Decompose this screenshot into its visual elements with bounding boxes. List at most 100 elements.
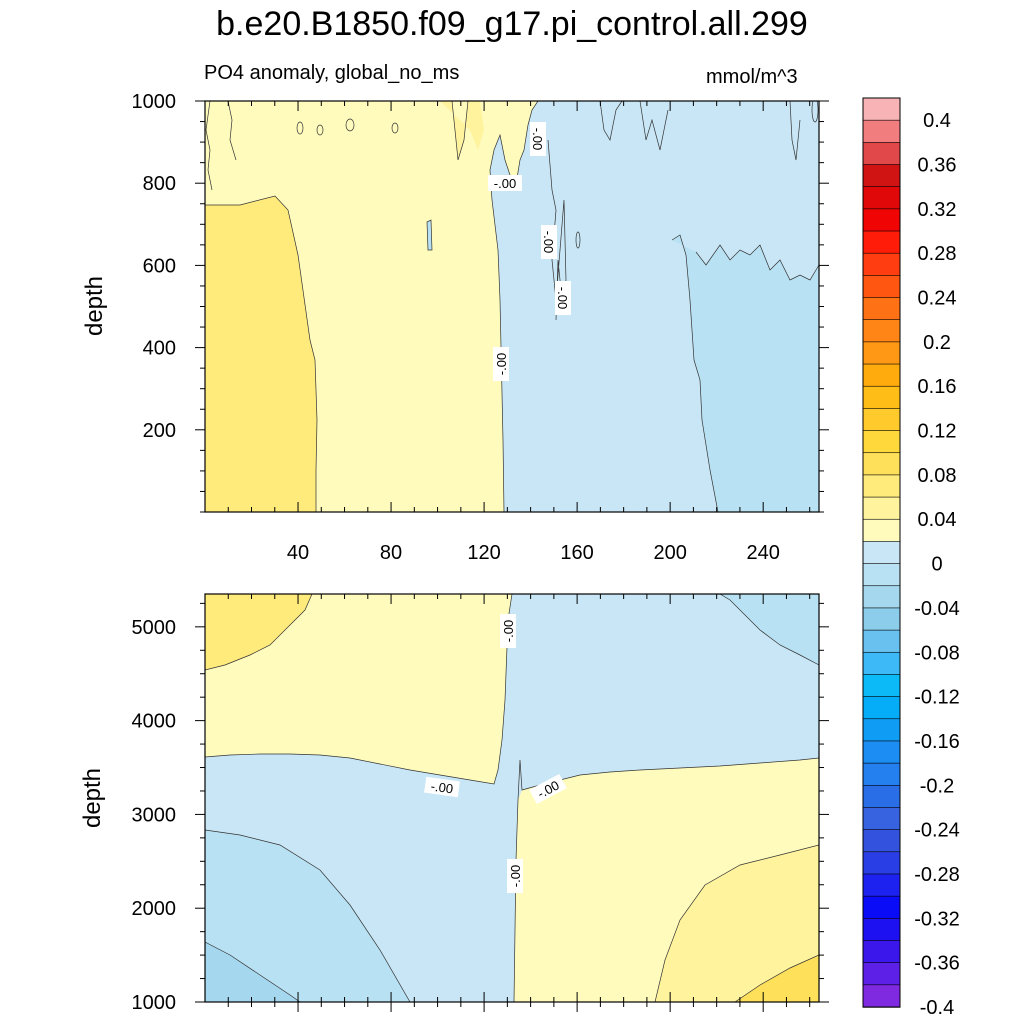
colorbar-label: 0.2 xyxy=(923,332,951,354)
colorbar-label: 0 xyxy=(931,554,942,576)
contour-line xyxy=(205,594,313,671)
colorbar-swatch xyxy=(862,230,901,254)
contour-line xyxy=(345,118,355,132)
colorbar-swatch xyxy=(862,208,901,232)
colorbar-label: -0.04 xyxy=(914,598,960,620)
contour-line xyxy=(205,195,318,512)
colorbar-swatch xyxy=(862,740,901,764)
contour-line xyxy=(426,219,433,251)
contour-label: -.00 xyxy=(493,347,509,381)
colorbar-swatch xyxy=(862,563,901,587)
colorbar-label: 0.36 xyxy=(918,155,957,177)
colorbar-label: -0.24 xyxy=(914,820,960,842)
colorbar-swatch xyxy=(862,297,901,321)
x-tick-label: 240 xyxy=(746,542,779,564)
svg-text:-.00: -.00 xyxy=(530,128,545,150)
colorbar-swatch xyxy=(862,474,901,498)
contour-line xyxy=(734,954,819,1002)
bottom-region-fill xyxy=(655,845,819,1002)
contour-line xyxy=(296,121,304,135)
colorbar-label: 0.4 xyxy=(923,110,951,132)
colorbar-swatch xyxy=(862,363,901,387)
colorbar-swatch xyxy=(862,940,901,964)
svg-text:-.00: -.00 xyxy=(494,353,509,375)
colorbar-label: 0.12 xyxy=(918,421,957,443)
chart-title: b.e20.B1850.f09_g17.pi_control.all.299 xyxy=(216,5,808,43)
colorbar-swatch xyxy=(862,341,901,365)
colorbar-swatch xyxy=(862,585,901,609)
colorbar-label: -0.36 xyxy=(914,953,960,975)
axis-ticks: 40 80 120 160 200 240 200 400 600 800 1000 1000 2000… xyxy=(132,91,829,1014)
contour-line xyxy=(789,101,801,161)
contour-line xyxy=(440,101,469,161)
y-tick-label: 1000 xyxy=(132,91,177,113)
contour-line xyxy=(719,594,819,666)
colorbar-label: -0.32 xyxy=(914,908,960,930)
colorbar-label: -0.2 xyxy=(920,775,954,797)
contour-line xyxy=(205,829,411,1002)
y-tick-label: 400 xyxy=(143,338,176,360)
contour-line xyxy=(205,941,301,1002)
svg-text:-.00: -.00 xyxy=(501,620,516,642)
top-region-fill xyxy=(205,196,317,512)
colorbar-swatch xyxy=(862,142,901,166)
colorbar-swatch xyxy=(862,629,901,653)
contour-line xyxy=(205,594,513,785)
bottom-region-fill xyxy=(720,594,819,665)
colorbar-label: 0.32 xyxy=(918,199,957,221)
top-y-axis-label: depth xyxy=(81,276,108,336)
x-tick-label: 80 xyxy=(380,542,402,564)
svg-text:-.00: -.00 xyxy=(555,287,570,309)
x-tick-label: 120 xyxy=(467,542,500,564)
contour-line xyxy=(391,122,399,134)
colorbar-swatch xyxy=(862,430,901,454)
colorbar-swatch xyxy=(862,408,901,432)
colorbar-label: -0.28 xyxy=(914,864,960,886)
bottom-region-fill xyxy=(205,594,512,784)
colorbar-swatch xyxy=(862,984,901,1008)
y-tick-label: 1000 xyxy=(132,992,177,1014)
contour-label: -.00 xyxy=(541,225,557,259)
contour-line xyxy=(811,101,819,123)
contour-line xyxy=(599,101,623,141)
colorbar-swatch xyxy=(862,807,901,831)
svg-text:-.00: -.00 xyxy=(430,779,454,797)
contour-line xyxy=(316,124,324,136)
top-region-fill xyxy=(440,101,484,160)
contour-label: -.00 xyxy=(488,175,522,191)
bottom-panel-contours xyxy=(205,594,819,1002)
contour-line xyxy=(227,101,237,161)
contour-label: -.00 xyxy=(424,776,460,798)
contour-label: -.00 xyxy=(507,859,523,893)
colorbar-swatch xyxy=(862,829,901,853)
chart-subtitle-variable: PO4 anomaly, global_no_ms xyxy=(204,62,460,84)
colorbar-swatch xyxy=(862,784,901,809)
colorbar-swatch xyxy=(862,851,901,875)
contour-label: -.00 xyxy=(530,122,546,156)
colorbar-swatch xyxy=(862,895,901,920)
x-tick-label: 160 xyxy=(560,542,593,564)
colorbar-label: -0.16 xyxy=(914,731,960,753)
x-tick-label: 200 xyxy=(653,542,686,564)
y-tick-label: 5000 xyxy=(132,617,177,639)
colorbar-swatch xyxy=(862,873,901,897)
colorbar-swatch xyxy=(862,674,901,698)
y-tick-label: 200 xyxy=(143,420,176,442)
top-contour-labels: -.00 -.00 -.00 -.00 -.00 xyxy=(488,122,571,381)
colorbar-swatch xyxy=(862,918,901,942)
y-tick-label: 600 xyxy=(143,255,176,277)
colorbar-swatch xyxy=(862,385,901,410)
contour-line xyxy=(695,244,819,281)
colorbar-swatch xyxy=(862,696,901,720)
top-region-fill xyxy=(427,220,432,250)
colorbar-label: 0.24 xyxy=(918,288,957,310)
top-region-fill xyxy=(672,235,819,512)
colorbar-swatch xyxy=(862,186,901,210)
contour-line xyxy=(489,101,548,512)
contour-line xyxy=(513,757,819,1002)
colorbar-swatch xyxy=(862,252,901,277)
colorbar-swatch xyxy=(862,718,901,742)
colorbar-swatch xyxy=(862,762,901,786)
contour-label: -.00 xyxy=(500,614,516,648)
